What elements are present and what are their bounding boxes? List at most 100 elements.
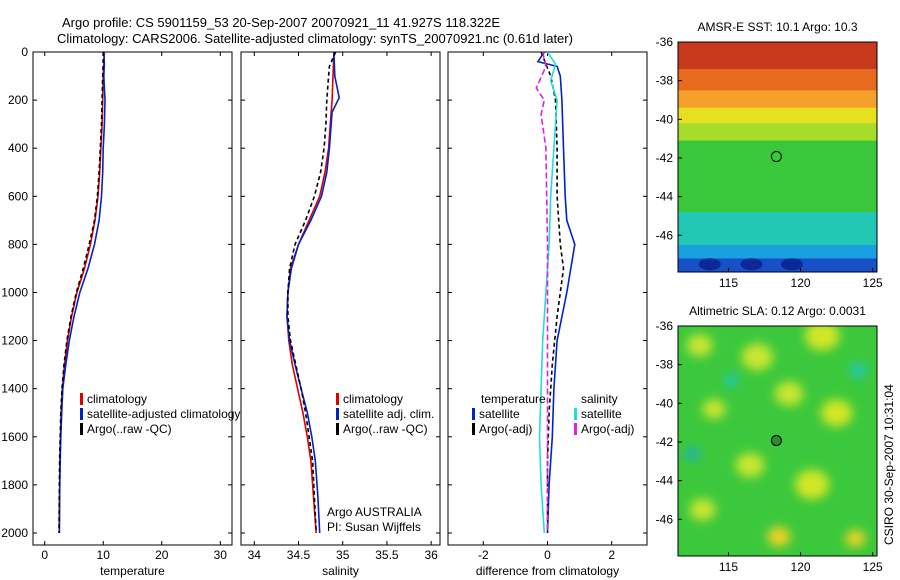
sst-cold-spot [740,258,763,271]
sla-map-xtick-label: 125 [863,560,883,574]
sla-map-xtick-label: 120 [791,560,811,574]
temperature-ytick-label: 800 [8,237,28,251]
temperature-profile-panel: 0 200 400 600 800 1000 1200 1400 1600 1800 2000 0 10… [1,45,240,578]
salinity-legend-label: climatology [343,392,403,406]
sla-anomaly-blob [683,446,702,461]
sst-band [678,140,877,214]
figure-title-line1: Argo profile: CS 5901159_53 20-Sep-2007 … [62,15,500,30]
temperature-ytick-label: 1200 [1,334,28,348]
sst-band [678,42,877,71]
temperature-xtick-label: 10 [97,548,111,562]
credit-text: CSIRO 30-Sep-2007 10:31:04 [882,384,896,545]
temperature-xtick-label: 30 [214,548,228,562]
sla-map-ytick-label: -42 [656,435,674,449]
sst-map-axes-frame [677,41,878,273]
salinity-xtick-label: 34.5 [287,548,311,562]
sla-anomaly-blob [849,363,867,378]
sst-map-xtick-label: 125 [863,276,883,290]
salinity-annotation-line2: PI: Susan Wijffels [327,520,421,534]
temperature-ytick-label: 0 [21,45,28,59]
temperature-legend-label: climatology [87,392,147,406]
sla-anomaly-blob [735,452,765,478]
temperature-legend-swatch [80,393,83,405]
temperature-ytick-label: 1400 [1,382,28,396]
difference-salinity-legend-label: satellite [581,407,622,421]
temperature-axes-frame [32,51,233,546]
sst-map-panel: AMSR-E SST: 10.1 Argo: 10.3 -36 -38 -40 -42 -… [656,20,883,290]
difference-profile-panel: -2 0 2 difference from climatology temperatu… [447,51,648,578]
difference-xtick-label: 2 [608,548,615,562]
sla-anomaly-blob [845,530,866,548]
sla-anomaly-blob [686,334,713,357]
sst-cold-spot [780,258,803,271]
difference-legend-header-salinity: salinity [581,392,618,406]
sst-cold-spot [698,258,721,271]
sla-map-ytick-label: -44 [656,474,674,488]
salinity-xlabel: salinity [322,564,359,578]
sla-map-axes-frame [677,325,878,557]
difference-xtick-label: 0 [544,548,551,562]
difference-temperature-legend-swatch [472,423,475,435]
difference-temperature-legend-label: Argo(-adj) [479,422,532,436]
sst-band [678,90,877,109]
sla-map-ytick-label: -38 [656,358,674,372]
salinity-legend-label: satellite adj. clim. [343,407,434,421]
difference-xlabel: difference from climatology [476,564,619,578]
sla-map-ytick-label: -40 [656,396,674,410]
salinity-xtick-label: 35 [336,548,350,562]
difference-salinity-legend-swatch [574,408,577,420]
temperature-ytick-label: 200 [8,93,28,107]
salinity-legend-swatch [336,393,339,405]
salinity-profile-panel: 34 34.5 35 35.5 36 salinity climatologysatelli… [240,51,441,578]
salinity-legend-swatch [336,423,339,435]
difference-temperature-legend-label: satellite [479,407,520,421]
salinity-xtick-label: 36 [424,548,438,562]
sst-band [678,258,877,272]
salinity-axes-frame [240,51,441,546]
temperature-xlabel: temperature [100,564,165,578]
sla-anomaly-blob [724,373,739,387]
temperature-legend-label: Argo(..raw -QC) [87,422,172,436]
sst-map-argo-marker [770,151,782,163]
sst-map-ytick-label: -44 [656,190,674,204]
difference-series-temperature-argo-adj- [540,52,565,533]
temperature-ytick-label: 1800 [1,478,28,492]
salinity-xtick-label: 35.5 [375,548,399,562]
difference-legend-header-temperature: temperature [481,392,546,406]
sla-map-argo-marker [770,435,782,447]
sst-map-ytick-label: -38 [656,74,674,88]
sla-anomaly-blob [820,399,853,427]
sla-map-panel: Altimetric SLA: 0.12 Argo: 0.0031 -36 -38 -… [656,304,883,574]
sst-map-xtick-label: 115 [719,276,738,290]
salinity-xtick-label: 34 [248,548,262,562]
sla-anomaly-blob [774,381,804,406]
sla-anomaly-blob [702,399,726,419]
sla-anomaly-blob [804,326,840,351]
salinity-legend-label: Argo(..raw -QC) [343,422,428,436]
temperature-legend-swatch [80,408,83,420]
difference-xtick-label: -2 [478,548,489,562]
sst-map-ytick-label: -46 [656,228,674,242]
sst-map-title: AMSR-E SST: 10.1 Argo: 10.3 [697,20,857,34]
temperature-ytick-label: 1600 [1,430,28,444]
sla-anomaly-blob [741,343,774,371]
sst-map-ytick-label: -42 [656,151,674,165]
temperature-xtick-label: 20 [155,548,169,562]
difference-series-temperature-satellite [536,52,576,534]
sst-band [678,244,877,260]
temperature-ytick-label: 400 [8,141,28,155]
sla-anomaly-layer [683,326,867,548]
salinity-annotation-line1: Argo AUSTRALIA [327,505,422,519]
sla-map-xtick-label: 115 [719,560,738,574]
difference-salinity-legend-label: Argo(-adj) [581,422,634,436]
salinity-series-satellite-adj-clim- [286,52,341,534]
sla-map-ytick-label: -36 [656,319,674,333]
temperature-legend-swatch [80,423,83,435]
sst-band [678,212,877,246]
sst-map-xtick-label: 120 [791,276,811,290]
temperature-ytick-label: 600 [8,189,28,203]
temperature-legend-label: satellite-adjusted climatology [87,407,240,421]
sst-band [678,123,877,142]
temperature-ytick-label: 2000 [1,526,28,540]
sst-map-ytick-label: -40 [656,112,674,126]
